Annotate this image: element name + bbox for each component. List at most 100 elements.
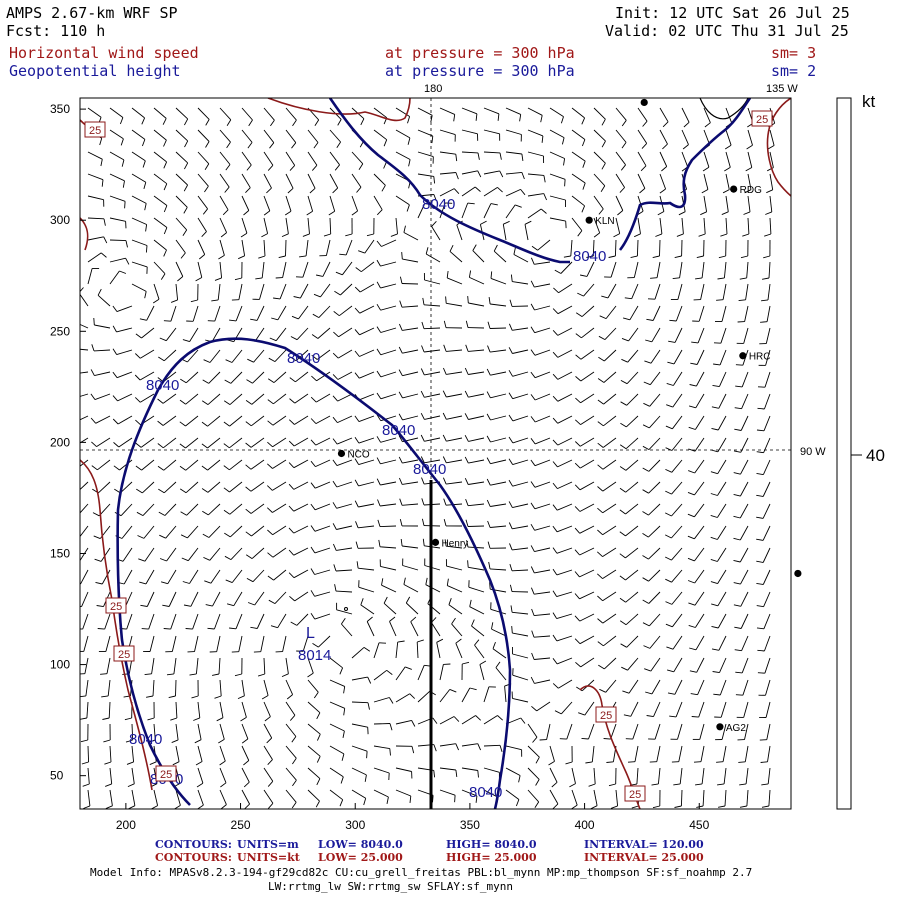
- wind-barb: [694, 481, 705, 496]
- wind-barb: [593, 151, 606, 164]
- wind-barb: [210, 569, 221, 584]
- wind-barb: [153, 217, 168, 228]
- wind-barb-flag: [530, 416, 536, 423]
- wind-barb-flag: [735, 385, 743, 388]
- wind-barb: [534, 393, 551, 401]
- wind-barb: [698, 305, 705, 322]
- station-dot: [585, 216, 593, 224]
- wind-barb: [549, 745, 555, 762]
- wind-barb-flag: [672, 277, 680, 280]
- wind-barb-flag: [103, 236, 108, 244]
- wind-barb-flag: [376, 478, 381, 486]
- wind-barb: [395, 666, 406, 681]
- wind-barb: [637, 217, 641, 234]
- wind-barb: [721, 305, 727, 322]
- wind-barb: [165, 327, 177, 341]
- wind-barb-flag: [264, 716, 271, 722]
- wind-barb: [602, 613, 617, 624]
- wind-barb: [219, 767, 227, 783]
- wind-barb-flag: [360, 118, 365, 126]
- wind-barb-flag: [289, 715, 296, 721]
- wind-barb: [351, 789, 366, 799]
- wind-barb-flag: [642, 489, 649, 494]
- wind-barb: [672, 415, 683, 430]
- wind-barb: [446, 545, 463, 549]
- wind-barb: [263, 657, 266, 675]
- wind-barb: [602, 481, 617, 492]
- wind-barb: [651, 679, 661, 695]
- wind-barb: [580, 349, 595, 360]
- wind-barb: [625, 547, 639, 559]
- wind-barb-flag: [621, 120, 627, 127]
- wind-barb: [723, 767, 727, 784]
- wind-barb-flag: [354, 307, 361, 314]
- wind-barb: [505, 789, 520, 800]
- wind-barb: [446, 415, 463, 420]
- wind-barb-flag: [337, 119, 342, 126]
- wind-barb-flag: [267, 803, 274, 809]
- height-label: 8040: [413, 461, 446, 478]
- wind-barb: [511, 569, 529, 572]
- wind-barb: [116, 371, 133, 379]
- wind-barb-flag: [241, 738, 249, 744]
- wind-barb-flag: [757, 649, 765, 652]
- wind-barb: [146, 305, 155, 321]
- wind-barb: [717, 525, 727, 540]
- wind-barb-flag: [190, 299, 198, 303]
- wind-barb: [659, 239, 661, 257]
- wind-barb: [625, 569, 639, 581]
- wind-barb: [581, 327, 595, 339]
- wind-barb: [468, 586, 485, 593]
- wind-barb: [678, 745, 683, 762]
- wind-barb: [424, 437, 441, 442]
- wind-barb: [302, 261, 309, 278]
- wind-barb-flag: [465, 344, 469, 352]
- wind-barb-flag: [354, 437, 360, 444]
- wind-barb-flag: [623, 714, 631, 717]
- wind-barb-flag: [552, 683, 559, 689]
- wind-barb: [219, 745, 226, 762]
- wind-barb-flag: [718, 255, 726, 259]
- wind-barb-flag: [733, 450, 741, 453]
- wind-barb: [395, 642, 399, 659]
- wind-barb-flag: [674, 805, 682, 808]
- wind-barb-flag: [310, 612, 316, 620]
- wind-barb: [746, 789, 749, 807]
- wind-barb: [273, 569, 287, 581]
- wind-barb: [694, 547, 705, 562]
- wind-barb: [490, 437, 507, 443]
- wind-barb-flag: [332, 352, 339, 359]
- wind-barb-flag: [601, 140, 606, 148]
- wind-barb: [534, 679, 551, 684]
- wind-barb: [602, 547, 617, 557]
- wind-barb: [94, 393, 111, 401]
- wind-barb-flag: [201, 443, 208, 449]
- wind-barb-flag: [510, 274, 513, 282]
- wind-barb-flag: [433, 176, 436, 184]
- wind-barb-flag: [756, 494, 764, 497]
- wind-barb-flag: [690, 693, 698, 696]
- wind-barb: [571, 195, 585, 207]
- wind-barb-flag: [182, 581, 190, 584]
- wind-barb-flag: [574, 571, 580, 578]
- wind-barb-flag: [425, 577, 428, 585]
- x-tick-label: 450: [689, 818, 709, 832]
- wind-barb-flag: [535, 756, 540, 764]
- wind-barb: [175, 195, 188, 208]
- wind-barb: [285, 107, 297, 121]
- wind-barb: [241, 129, 253, 143]
- forecast-hour: Fcst: 110 h: [6, 22, 106, 40]
- wind-barb: [461, 107, 478, 115]
- wind-barb: [571, 151, 586, 162]
- wind-barb: [468, 415, 485, 420]
- wind-barb-flag: [710, 493, 718, 496]
- wind-barb: [489, 568, 507, 571]
- wind-barb-flag: [398, 456, 403, 464]
- wind-barb: [579, 459, 595, 469]
- wind-barb-flag: [622, 317, 631, 321]
- wind-barb-flag: [205, 119, 210, 126]
- wind-barb: [439, 172, 456, 175]
- wind-barb: [256, 305, 265, 321]
- wind-barb: [416, 641, 419, 659]
- wind-barb: [505, 107, 521, 115]
